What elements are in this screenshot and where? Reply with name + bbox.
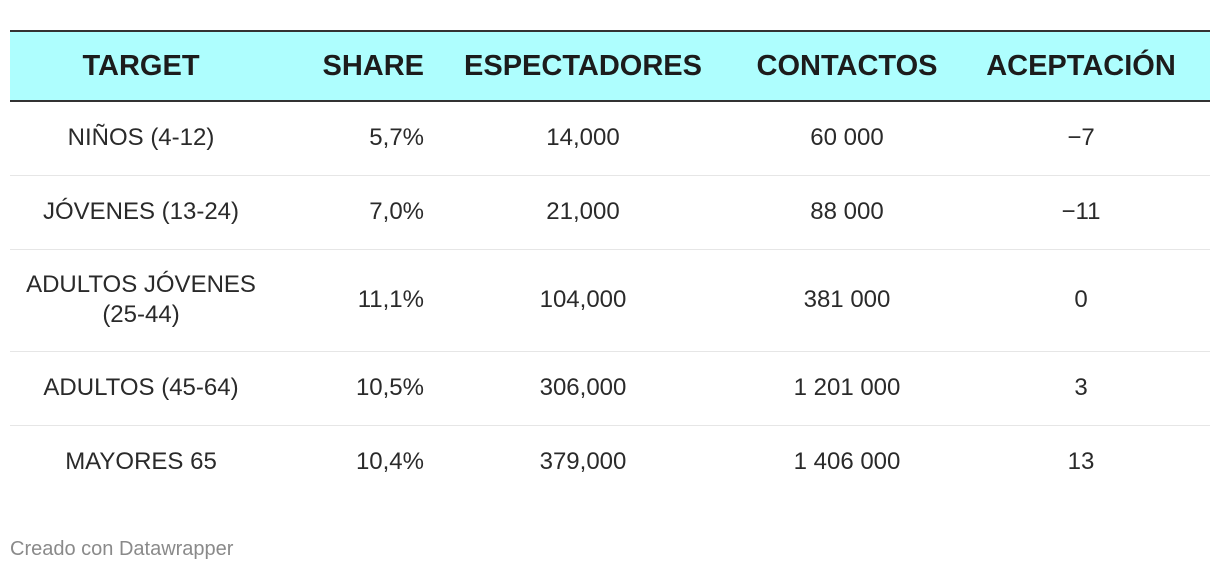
table-row: ADULTOS (45-64) 10,5% 306,000 1 201 000 … xyxy=(10,351,1210,426)
cell-aceptacion: 13 xyxy=(1067,448,1095,476)
cell-espectadores: 21,000 xyxy=(424,175,742,250)
data-table: TARGET SHARE ESPECTADORES CONTACTOS ACEP… xyxy=(10,30,1210,499)
cell-target: JÓVENES (13-24) xyxy=(10,175,272,250)
table-row: MAYORES 65 10,4% 379,000 1 406 000 13 xyxy=(10,425,1210,499)
cell-contactos: 1 406 000 xyxy=(793,448,901,476)
cell-target: ADULTOS JÓVENES (25-44) xyxy=(10,249,272,352)
cell-share: 11,1% xyxy=(272,249,424,352)
cell-aceptacion: 0 xyxy=(952,249,1210,352)
cell-target: NIÑOS (4-12) xyxy=(10,101,272,176)
cell-aceptacion: −11 xyxy=(952,175,1210,250)
table-header: TARGET SHARE ESPECTADORES CONTACTOS ACEP… xyxy=(10,31,1210,101)
cell-share: 10,5% xyxy=(272,351,424,426)
cell-share: 10,4% xyxy=(355,448,424,476)
cell-share: 7,0% xyxy=(272,175,424,250)
column-header-espectadores[interactable]: ESPECTADORES xyxy=(464,49,702,82)
header-row: TARGET SHARE ESPECTADORES CONTACTOS ACEP… xyxy=(10,31,1210,101)
column-header-aceptacion[interactable]: ACEPTACIÓN xyxy=(986,49,1176,82)
cell-espectadores: 14,000 xyxy=(424,101,742,176)
table: TARGET SHARE ESPECTADORES CONTACTOS ACEP… xyxy=(10,30,1210,499)
table-row: NIÑOS (4-12) 5,7% 14,000 60 000 −7 xyxy=(10,101,1210,176)
cell-contactos: 60 000 xyxy=(742,101,952,176)
cell-target: ADULTOS (45-64) xyxy=(10,351,272,426)
column-header-share[interactable]: SHARE xyxy=(322,49,424,82)
cell-share: 5,7% xyxy=(272,101,424,176)
cell-aceptacion: 3 xyxy=(952,351,1210,426)
cell-espectadores: 104,000 xyxy=(424,249,742,352)
datawrapper-credit[interactable]: Creado con Datawrapper xyxy=(10,538,234,560)
cell-aceptacion: −7 xyxy=(952,101,1210,176)
table-row: ADULTOS JÓVENES (25-44) 11,1% 104,000 38… xyxy=(10,249,1210,352)
cell-contactos: 1 201 000 xyxy=(742,351,952,426)
table-row: JÓVENES (13-24) 7,0% 21,000 88 000 −11 xyxy=(10,175,1210,250)
cell-espectadores: 379,000 xyxy=(539,448,627,476)
cell-contactos: 381 000 xyxy=(742,249,952,352)
table-body: NIÑOS (4-12) 5,7% 14,000 60 000 −7 JÓVEN… xyxy=(10,101,1210,499)
column-header-target[interactable]: TARGET xyxy=(82,49,200,82)
cell-contactos: 88 000 xyxy=(742,175,952,250)
cell-espectadores: 306,000 xyxy=(424,351,742,426)
column-header-contactos[interactable]: CONTACTOS xyxy=(756,49,938,82)
cell-target: MAYORES 65 xyxy=(65,448,217,476)
